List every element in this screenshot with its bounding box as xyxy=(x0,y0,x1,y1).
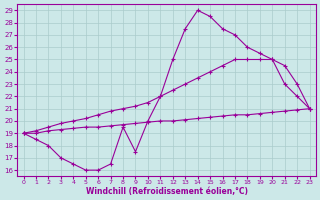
X-axis label: Windchill (Refroidissement éolien,°C): Windchill (Refroidissement éolien,°C) xyxy=(85,187,248,196)
